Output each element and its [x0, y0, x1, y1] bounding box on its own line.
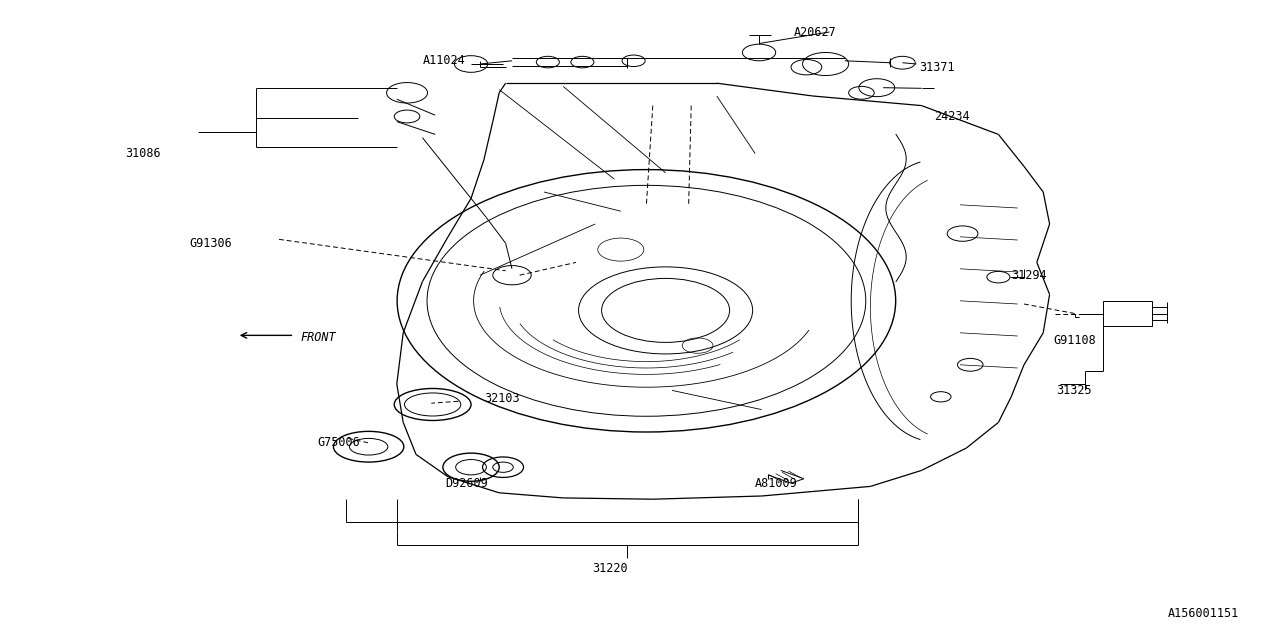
Text: FRONT: FRONT: [301, 332, 337, 344]
Text: 31371: 31371: [919, 61, 955, 74]
Text: 31294: 31294: [1011, 269, 1047, 282]
Text: 31325: 31325: [1056, 384, 1092, 397]
Text: 31220: 31220: [593, 562, 628, 575]
Text: 32103: 32103: [484, 392, 520, 404]
Circle shape: [987, 271, 1010, 283]
Text: G91108: G91108: [1053, 334, 1096, 347]
Text: A20627: A20627: [794, 26, 836, 38]
Text: 31086: 31086: [125, 147, 161, 160]
Text: A156001151: A156001151: [1167, 607, 1239, 620]
Bar: [1103, 301, 1152, 326]
Text: A81009: A81009: [755, 477, 797, 490]
Text: G91306: G91306: [189, 237, 232, 250]
Text: D92609: D92609: [445, 477, 488, 490]
Text: A11024: A11024: [422, 54, 465, 67]
Text: 24234: 24234: [934, 110, 970, 123]
Text: G75006: G75006: [317, 436, 360, 449]
Circle shape: [387, 83, 428, 103]
